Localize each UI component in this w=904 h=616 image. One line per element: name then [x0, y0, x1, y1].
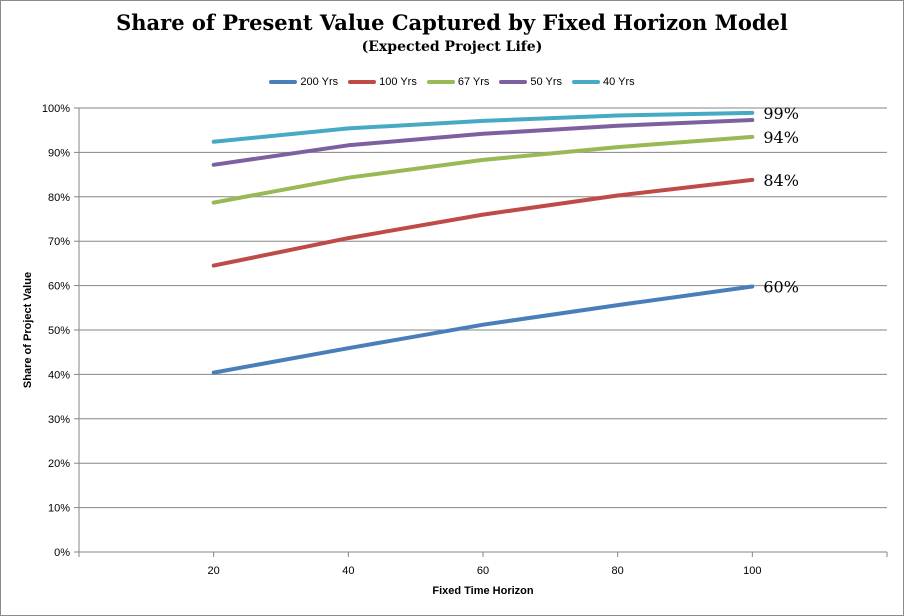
legend-item-67: 67 Yrs — [426, 76, 490, 88]
x-tick-label: 20 — [208, 565, 220, 577]
legend-swatch — [499, 80, 528, 84]
chart-subtitle: (Expected Project Life) — [361, 39, 543, 55]
legend-label: 200 Yrs — [300, 76, 339, 88]
legend-swatch — [426, 80, 455, 84]
x-tick-label: 80 — [612, 565, 624, 577]
y-tick-label: 100% — [42, 103, 70, 115]
y-axis-title: Share of Project Value — [22, 272, 34, 388]
legend-label: 40 Yrs — [603, 76, 635, 88]
legend-label: 100 Yrs — [379, 76, 417, 88]
data-label: 84% — [763, 171, 799, 190]
gridlines — [79, 107, 887, 509]
legend-label: 67 Yrs — [457, 76, 490, 88]
chart-title: Share of Present Value Captured by Fixed… — [116, 10, 788, 35]
legend-swatch — [269, 80, 298, 84]
series-line-50-yrs — [211, 118, 755, 167]
y-tick-label: 50% — [48, 325, 70, 337]
y-tick-label: 30% — [48, 414, 70, 426]
end-labels: 60% 84% 94% 99% — [763, 104, 799, 297]
y-tick-label: 0% — [54, 547, 70, 559]
series-line-67-yrs — [211, 134, 755, 205]
data-label: 94% — [763, 128, 799, 147]
legend-swatch — [348, 80, 377, 84]
x-tick-label: 60 — [477, 565, 489, 577]
y-tick-label: 60% — [48, 281, 70, 293]
series-line-40-yrs — [211, 110, 755, 144]
y-tick-label: 90% — [48, 147, 70, 159]
x-tick-label: 40 — [342, 565, 354, 577]
x-tick-label: 100 — [743, 565, 761, 577]
x-axis-title: Fixed Time Horizon — [432, 585, 534, 597]
series-line-200-yrs — [211, 284, 755, 375]
legend-item-50: 50 Yrs — [499, 76, 562, 88]
legend-item-40: 40 Yrs — [572, 76, 635, 88]
y-tick-label: 20% — [48, 458, 70, 470]
data-label: 60% — [763, 277, 799, 296]
y-tick-label: 70% — [48, 236, 70, 248]
y-tick-label: 80% — [48, 192, 70, 204]
y-tick-label: 10% — [48, 503, 70, 515]
axes: 0% 10% 20% 30% 40% 50% 60% 70% 80% 90% 100% 20 40 60 8… — [42, 103, 888, 577]
series-line-100-yrs — [211, 177, 755, 268]
legend-item-200: 200 Yrs — [269, 76, 338, 88]
data-label: 99% — [763, 104, 799, 123]
chart-legend: 200 Yrs 100 Yrs 67 Yrs 50 Yrs 40 Yrs — [0, 74, 904, 90]
series-lines — [211, 110, 755, 375]
legend-item-100: 100 Yrs — [348, 76, 417, 88]
legend-swatch — [572, 80, 601, 84]
y-tick-label: 40% — [48, 369, 70, 381]
legend-label: 50 Yrs — [530, 76, 563, 88]
